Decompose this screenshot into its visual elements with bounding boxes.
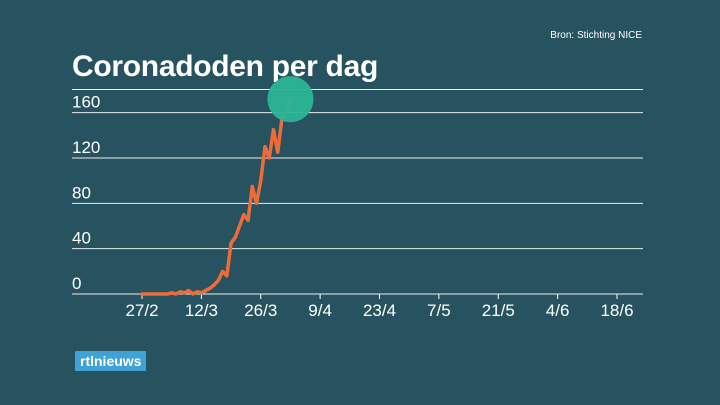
x-tick-label: 12/3: [185, 301, 218, 320]
x-tick-label: 23/4: [363, 301, 396, 320]
x-tick-label: 7/5: [427, 301, 451, 320]
x-tick-label: 26/3: [244, 301, 277, 320]
y-tick-label: 40: [72, 229, 91, 248]
y-tick-label: 160: [72, 93, 100, 112]
chart-title: Coronadoden per dag: [72, 50, 378, 83]
x-tick-label: 21/5: [482, 301, 515, 320]
last-point-highlight: [267, 76, 314, 123]
source-label: Bron: Stichting NICE: [550, 30, 642, 41]
x-tick-label: 9/4: [308, 301, 332, 320]
x-tick-label: 27/2: [125, 301, 158, 320]
x-tick-label: 18/6: [600, 301, 633, 320]
series-line: [140, 97, 293, 296]
y-tick-label: 0: [72, 274, 81, 293]
y-tick-label: 80: [72, 183, 91, 202]
rtl-nieuws-logo: rtlnieuws: [75, 351, 147, 371]
title-divider: [72, 89, 643, 90]
y-tick-label: 120: [72, 138, 100, 157]
x-tick-label: 4/6: [546, 301, 570, 320]
